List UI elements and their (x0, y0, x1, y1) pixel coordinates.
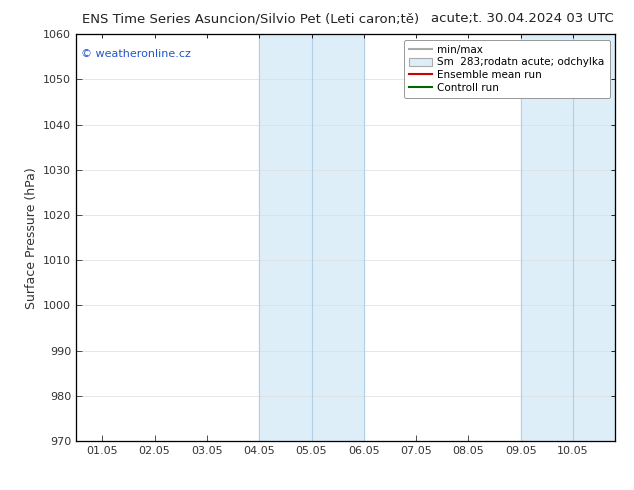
Legend: min/max, Sm  283;rodatn acute; odchylka, Ensemble mean run, Controll run: min/max, Sm 283;rodatn acute; odchylka, … (404, 40, 610, 98)
Text: © weatheronline.cz: © weatheronline.cz (81, 49, 191, 58)
Text: ENS Time Series Asuncion/Silvio Pet (Leti caron;tě): ENS Time Series Asuncion/Silvio Pet (Let… (82, 12, 420, 25)
Text: acute;t. 30.04.2024 03 UTC: acute;t. 30.04.2024 03 UTC (431, 12, 614, 25)
Bar (521, 34, 615, 441)
Y-axis label: Surface Pressure (hPa): Surface Pressure (hPa) (25, 167, 37, 309)
Bar (259, 34, 364, 441)
